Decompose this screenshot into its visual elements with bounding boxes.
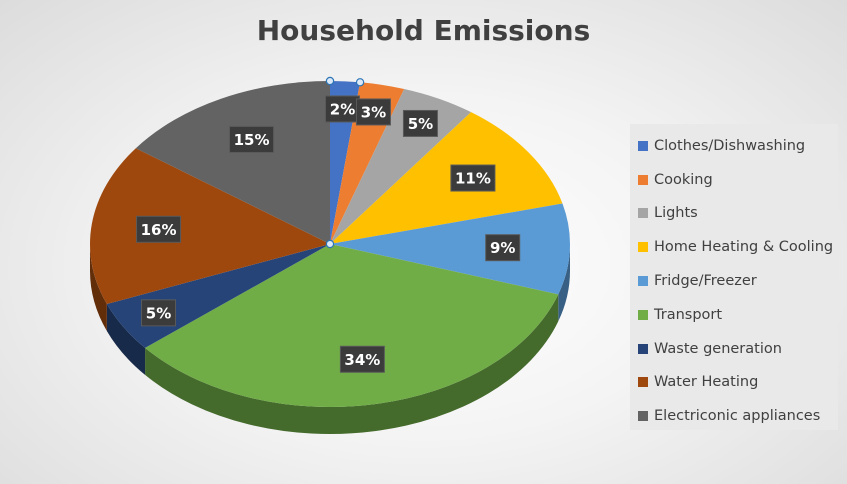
legend-item-home-heating-cooling[interactable]: Home Heating & Cooling <box>630 230 838 264</box>
selection-handle[interactable] <box>355 78 365 87</box>
legend-swatch <box>638 343 648 354</box>
data-label-text: 11% <box>455 170 491 188</box>
data-label-water-heating[interactable]: 16% <box>136 215 182 243</box>
data-label-text: 34% <box>344 351 380 369</box>
legend-item-clothes-dishwashing[interactable]: Clothes/Dishwashing <box>630 129 838 163</box>
data-label-box <box>136 215 182 243</box>
selection-handle[interactable] <box>325 239 335 249</box>
legend-item-lights[interactable]: Lights <box>630 197 838 231</box>
pie-side-fridge-freezer <box>558 244 570 322</box>
legend-label: Clothes/Dishwashing <box>654 137 806 154</box>
legend-swatch <box>638 208 648 219</box>
data-label-text: 16% <box>141 221 177 239</box>
data-label-waste-generation[interactable]: 5% <box>141 299 177 327</box>
chart-title: Household Emissions <box>256 14 591 47</box>
data-label-text: 5% <box>146 304 171 322</box>
legend-label: Transport <box>654 306 723 323</box>
data-label-clothes-dishwashing[interactable]: 2% <box>325 95 361 123</box>
legend[interactable]: Clothes/Dishwashing Cooking Lights Home Hea… <box>630 124 838 430</box>
data-label-text: 9% <box>490 239 515 257</box>
data-label-text: 15% <box>234 131 270 149</box>
legend-swatch <box>638 377 648 388</box>
data-label-fridge-freezer[interactable]: 9% <box>485 234 521 262</box>
legend-item-fridge-freezer[interactable]: Fridge/Freezer <box>630 264 838 298</box>
pie-slice-home-heating-cooling[interactable] <box>330 112 563 245</box>
pie-slice-fridge-freezer[interactable] <box>330 203 570 295</box>
data-label-transport[interactable]: 34% <box>339 345 385 373</box>
data-label-home-heating-cooling[interactable]: 11% <box>450 164 496 192</box>
pie-slice-water-heating[interactable] <box>90 148 331 305</box>
data-label-text: 3% <box>361 103 386 121</box>
pie-slice-transport[interactable] <box>145 244 559 408</box>
legend-swatch <box>638 411 648 422</box>
legend-item-electriconic-appliances[interactable]: Electriconic appliances <box>630 399 838 433</box>
legend-item-water-heating[interactable]: Water Heating <box>630 366 838 400</box>
legend-item-transport[interactable]: Transport <box>630 298 838 332</box>
data-label-cooking[interactable]: 3% <box>355 98 391 126</box>
legend-swatch <box>638 276 648 287</box>
data-label-box <box>229 125 275 153</box>
data-label-box <box>141 299 177 327</box>
legend-label: Water Heating <box>654 374 759 391</box>
legend-swatch <box>638 174 648 185</box>
legend-label: Home Heating & Cooling <box>654 239 834 256</box>
data-label-text: 5% <box>408 115 433 133</box>
legend-swatch <box>638 242 648 253</box>
selection-handle[interactable] <box>325 76 335 86</box>
legend-label: Fridge/Freezer <box>654 273 757 290</box>
pie-slice-electriconic-appliances[interactable] <box>135 81 330 244</box>
data-label-box <box>402 109 438 137</box>
legend-label: Lights <box>654 205 698 222</box>
data-label-box <box>485 234 521 262</box>
legend-item-cooking[interactable]: Cooking <box>630 163 838 197</box>
data-label-electriconic-appliances[interactable]: 15% <box>229 125 275 153</box>
pie-side-water-heating <box>90 244 107 332</box>
data-label-box <box>339 345 385 373</box>
legend-label: Waste generation <box>654 340 782 357</box>
pie-side-waste-generation <box>106 304 146 375</box>
legend-label: Electriconic appliances <box>654 408 821 425</box>
data-label-box <box>450 164 496 192</box>
legend-swatch <box>638 309 648 320</box>
legend-item-waste-generation[interactable]: Waste generation <box>630 332 838 366</box>
data-label-lights[interactable]: 5% <box>402 109 438 137</box>
data-label-text: 2% <box>330 100 355 118</box>
legend-label: Cooking <box>654 171 713 188</box>
pie-side-transport <box>145 294 559 434</box>
data-label-box <box>355 98 391 126</box>
legend-swatch <box>638 140 648 151</box>
